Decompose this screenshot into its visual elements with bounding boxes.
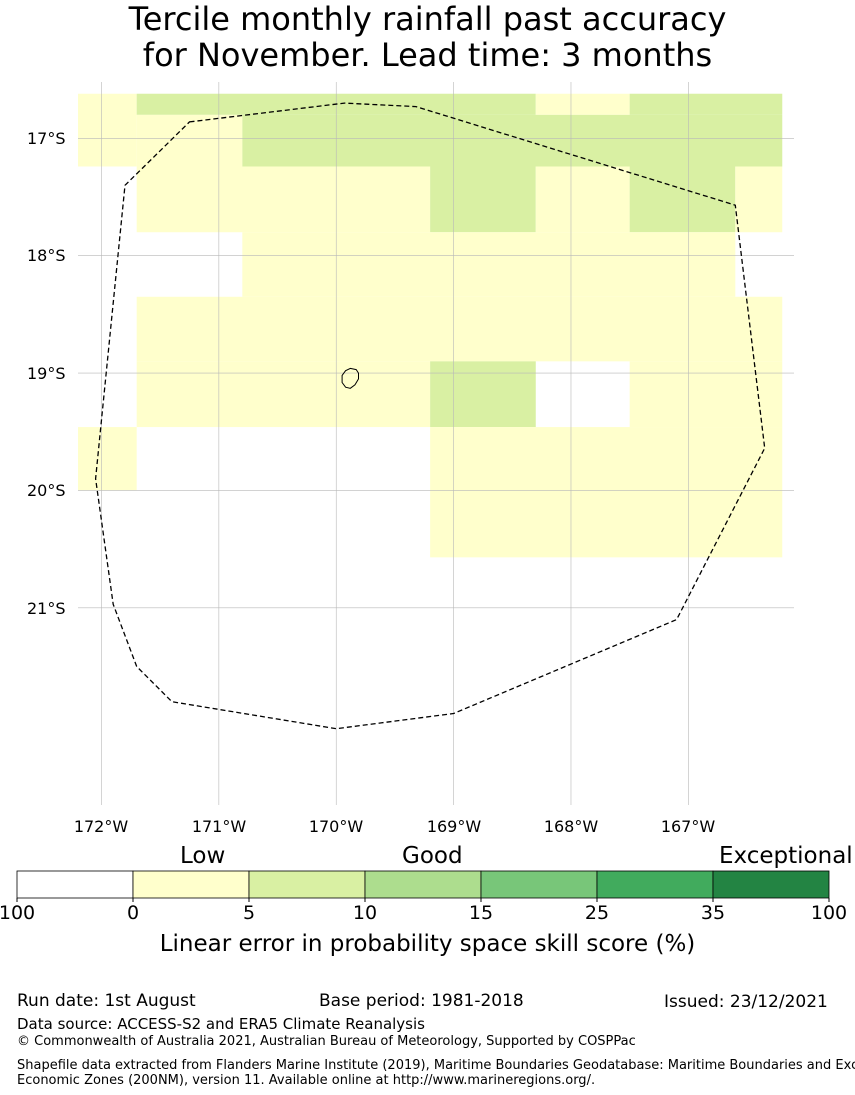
- map-title-line-2: for November. Lead time: 3 months: [142, 36, 713, 74]
- skill-cell: [735, 166, 783, 233]
- eez-boundary: [94, 102, 766, 730]
- x-tick-label: 170°W: [308, 817, 364, 836]
- skill-cell: [430, 427, 783, 558]
- x-tick-label: 171°W: [191, 817, 247, 836]
- x-tick-label: 168°W: [543, 817, 599, 836]
- copyright: © Commonwealth of Australia 2021, Austra…: [17, 1034, 636, 1049]
- skill-cell: [136, 361, 431, 428]
- skill-cell: [629, 166, 736, 233]
- colorbar-swatch: [16, 870, 134, 899]
- skill-cell: [629, 93, 783, 115]
- colorbar-tick: 100: [0, 902, 36, 924]
- x-tick-label: 169°W: [426, 817, 482, 836]
- colorbar: [16, 870, 830, 902]
- category-low: Low: [180, 843, 226, 869]
- issued-date: Issued: 23/12/2021: [664, 992, 828, 1012]
- skill-cell: [136, 114, 243, 167]
- x-tick-label: 172°W: [73, 817, 129, 836]
- map-title-line-1: Tercile monthly rainfall past accuracy: [128, 0, 727, 38]
- y-tick-label: 17°S: [27, 129, 66, 148]
- skill-cell: [535, 93, 630, 115]
- colorbar-tick: 25: [584, 902, 610, 924]
- x-tick-label: 167°W: [660, 817, 716, 836]
- shapefile-credit-line-2: Economic Zones (200NM), version 11. Avai…: [17, 1073, 596, 1088]
- y-tick-label: 20°S: [27, 481, 66, 500]
- skill-cell: [430, 166, 536, 233]
- skill-cell: [535, 166, 630, 233]
- colorbar-label: Linear error in probability space skill …: [159, 931, 696, 957]
- colorbar-tick: 35: [700, 902, 726, 924]
- colorbar-tick: 5: [242, 902, 256, 924]
- skill-cell: [78, 427, 137, 491]
- category-good: Good: [402, 843, 463, 869]
- colorbar-swatch: [248, 870, 366, 899]
- category-exceptional: Exceptional: [719, 843, 853, 869]
- colorbar-tick: 10: [352, 902, 378, 924]
- skill-cell: [242, 232, 736, 297]
- skill-cell: [242, 114, 783, 167]
- island-outline: [341, 367, 359, 389]
- skill-cell: [78, 93, 137, 167]
- colorbar-swatch: [596, 870, 714, 899]
- colorbar-swatch: [364, 870, 482, 899]
- colorbar-tick: 0: [126, 902, 140, 924]
- colorbar-tick: 100: [810, 902, 848, 924]
- skill-cell: [430, 361, 536, 428]
- skill-grid-cells: [78, 93, 783, 558]
- colorbar-swatch: [132, 870, 250, 899]
- y-tick-label: 18°S: [27, 246, 66, 265]
- colorbar-tick: 15: [468, 902, 494, 924]
- data-source: Data source: ACCESS-S2 and ERA5 Climate …: [17, 1015, 425, 1033]
- run-date: Run date: 1st August: [17, 991, 196, 1011]
- graticule: [78, 82, 794, 805]
- skill-cell: [136, 296, 783, 362]
- y-tick-label: 19°S: [27, 364, 66, 383]
- shapefile-credit-line-1: Shapefile data extracted from Flanders M…: [17, 1058, 855, 1073]
- y-tick-label: 21°S: [27, 599, 66, 618]
- base-period: Base period: 1981-2018: [319, 991, 524, 1011]
- skill-cell: [629, 361, 783, 428]
- skill-cell: [136, 166, 431, 233]
- colorbar-swatch: [712, 870, 830, 899]
- colorbar-swatch: [480, 870, 598, 899]
